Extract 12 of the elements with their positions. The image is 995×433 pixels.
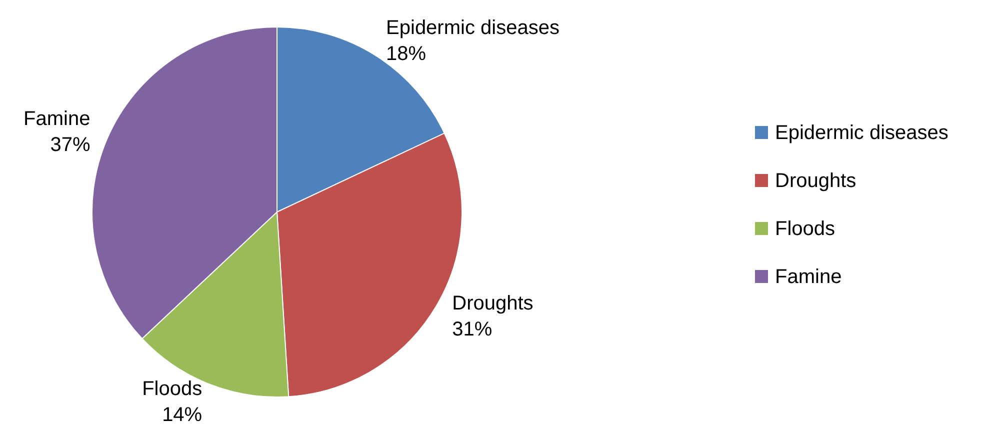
legend-label: Droughts	[775, 170, 856, 192]
slice-label: Epidermic diseases	[386, 17, 560, 40]
slice-label: Droughts	[452, 292, 534, 315]
data-label: 31%	[452, 318, 492, 341]
slice-label: Famine	[24, 108, 90, 130]
legend-label: Epidermic diseases	[775, 122, 948, 144]
slice-label: Floods	[142, 378, 202, 400]
data-label: 18%	[386, 43, 426, 66]
legend-label: Floods	[775, 218, 836, 240]
data-label: 14%	[162, 404, 202, 426]
data-label: 37%	[50, 134, 90, 156]
legend-label: Famine	[775, 266, 842, 288]
